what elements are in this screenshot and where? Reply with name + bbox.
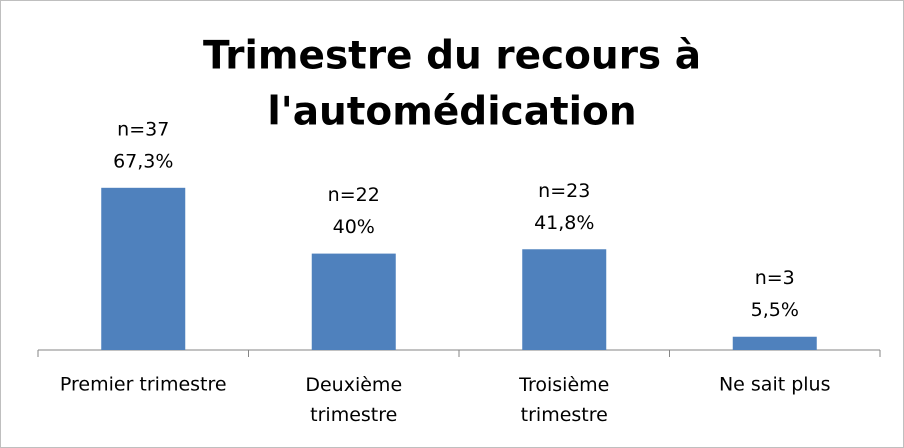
x-tick-label-line: trimestre (310, 404, 397, 426)
x-tick-label-line: trimestre (521, 404, 608, 426)
bar (101, 187, 186, 350)
value-label: 40% (333, 216, 375, 238)
x-tick-label-line: Troisième (518, 374, 609, 396)
bar (311, 253, 396, 350)
bar (522, 249, 607, 350)
x-tick-label: Deuxième trimestre (305, 374, 402, 426)
x-tick-label: Ne sait plus (719, 374, 831, 396)
x-tick-label: Premier trimestre (60, 374, 227, 396)
count-label: n=22 (328, 184, 380, 206)
count-label: n=37 (117, 118, 169, 140)
count-label: n=3 (755, 267, 795, 289)
value-label: 41,8% (534, 212, 594, 234)
value-label: 67,3% (113, 150, 173, 172)
bar (732, 336, 817, 350)
chart-title: Trimestre du recours à (203, 34, 701, 79)
x-tick-label-line: Deuxième (305, 374, 402, 396)
value-label: 5,5% (751, 299, 799, 321)
count-label: n=23 (538, 180, 590, 202)
x-tick-label: Troisième trimestre (518, 374, 609, 426)
chart-title: l'automédication (267, 90, 636, 135)
